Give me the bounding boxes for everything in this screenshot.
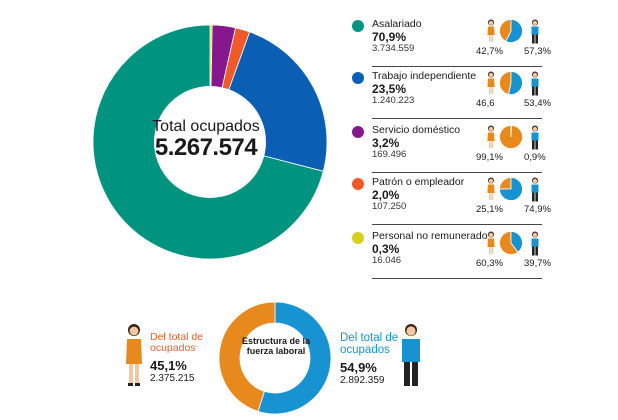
male-pct: 39,7% [524, 258, 551, 269]
legend-name: Personal no remunerado [372, 230, 488, 242]
donut-slice-female [499, 177, 512, 190]
female-total-pct: 45,1% [150, 358, 187, 373]
male-figure-icon [402, 324, 420, 386]
structure-donut-chart [218, 301, 332, 415]
legend-item-servicio-domestico: Servicio doméstico 3,2% 169.496 [352, 124, 542, 174]
donut-slice-male [510, 125, 513, 138]
donut-slice-male [257, 301, 332, 415]
gender-mini-pie [499, 125, 523, 149]
legend-pct: 70,9% [372, 30, 407, 44]
female-icon [487, 177, 495, 200]
female-icon [487, 231, 495, 254]
legend-item-trabajo-independiente: Trabajo independiente 23,5% 1.240.223 [352, 70, 542, 120]
legend-count: 1.240.223 [372, 95, 415, 106]
legend-divider [372, 278, 542, 279]
donut-center-value: 5.267.574 [154, 134, 258, 161]
legend-swatch [352, 72, 364, 84]
legend-item-patron-o-empleador: Patrón o empleador 2,0% 107.250 [352, 176, 542, 226]
male-pct: 74,9% [524, 204, 551, 215]
female-pct: 99,1% [476, 152, 503, 163]
legend-pct: 3,2% [372, 136, 400, 150]
donut-slice-male [499, 177, 523, 201]
male-icon [531, 125, 539, 150]
legend-pct: 23,5% [372, 82, 407, 96]
gender-mini-pie [499, 177, 523, 201]
donut-slice-male [508, 71, 523, 95]
female-figure-icon [126, 324, 142, 386]
female-icon [487, 125, 495, 148]
legend-swatch [352, 178, 364, 190]
legend-pct: 2,0% [372, 188, 400, 202]
main-donut-chart [92, 24, 328, 260]
female-total-label: Del total de ocupados [150, 331, 204, 354]
gender-breakdown-servicio-domestico: 99,1% 0,9% [476, 125, 546, 165]
gender-breakdown-trabajo-independiente: 46,6 53,4% [476, 71, 551, 111]
female-pct: 60,3% [476, 258, 503, 269]
female-pct: 46,6 [476, 98, 495, 109]
legend-name: Servicio doméstico [372, 124, 461, 136]
female-pct: 25,1% [476, 204, 503, 215]
female-icon [487, 19, 495, 42]
legend-count: 169.496 [372, 149, 407, 160]
legend-item-personal-no-remunerado: Personal no remunerado 0,3% 16.046 [352, 230, 542, 280]
gender-breakdown-asalariado: 42,7% 57,3% [476, 19, 551, 59]
donut-slice-male [505, 19, 523, 43]
female-total-count: 2.375.215 [150, 373, 195, 384]
male-total-label: Del total de ocupados [340, 332, 399, 356]
legend-swatch [352, 232, 364, 244]
legend-name: Patrón o empleador [372, 176, 465, 188]
legend-divider [372, 224, 542, 225]
structure-center-title: Estructura de la fuerza laboral [241, 336, 311, 356]
gender-breakdown-personal-no-remunerado: 60,3% 39,7% [476, 231, 551, 271]
legend-divider [372, 66, 542, 67]
male-pct: 0,9% [524, 152, 546, 163]
donut-hole [154, 86, 266, 198]
male-icon [531, 19, 539, 44]
legend-name: Trabajo independiente [372, 70, 477, 82]
donut-slice-female [218, 301, 276, 412]
male-total-count: 2.892.359 [340, 375, 385, 386]
male-pct: 57,3% [524, 46, 551, 57]
legend-swatch [352, 126, 364, 138]
male-icon [531, 71, 539, 96]
male-icon [531, 231, 539, 256]
donut-center-title: Total ocupados [152, 118, 260, 135]
legend-item-asalariado: Asalariado 70,9% 3.734.559 [352, 18, 542, 68]
donut-slice-female [499, 231, 519, 255]
male-icon [531, 177, 539, 202]
donut-slice-male [510, 231, 523, 253]
female-pct: 42,7% [476, 46, 503, 57]
legend-count: 107.250 [372, 201, 407, 212]
female-icon [487, 71, 495, 94]
gender-mini-pie [499, 231, 523, 255]
legend-count: 3.734.559 [372, 43, 415, 54]
gender-mini-pie [499, 71, 523, 95]
legend-divider [372, 172, 542, 173]
legend-divider [372, 118, 542, 119]
legend-count: 16.046 [372, 255, 402, 266]
male-pct: 53,4% [524, 98, 551, 109]
gender-breakdown-patron-o-empleador: 25,1% 74,9% [476, 177, 551, 217]
male-total-pct: 54,9% [340, 360, 377, 375]
legend-pct: 0,3% [372, 242, 400, 256]
legend-swatch [352, 20, 364, 32]
legend-name: Asalariado [372, 18, 422, 30]
gender-mini-pie [499, 19, 523, 43]
